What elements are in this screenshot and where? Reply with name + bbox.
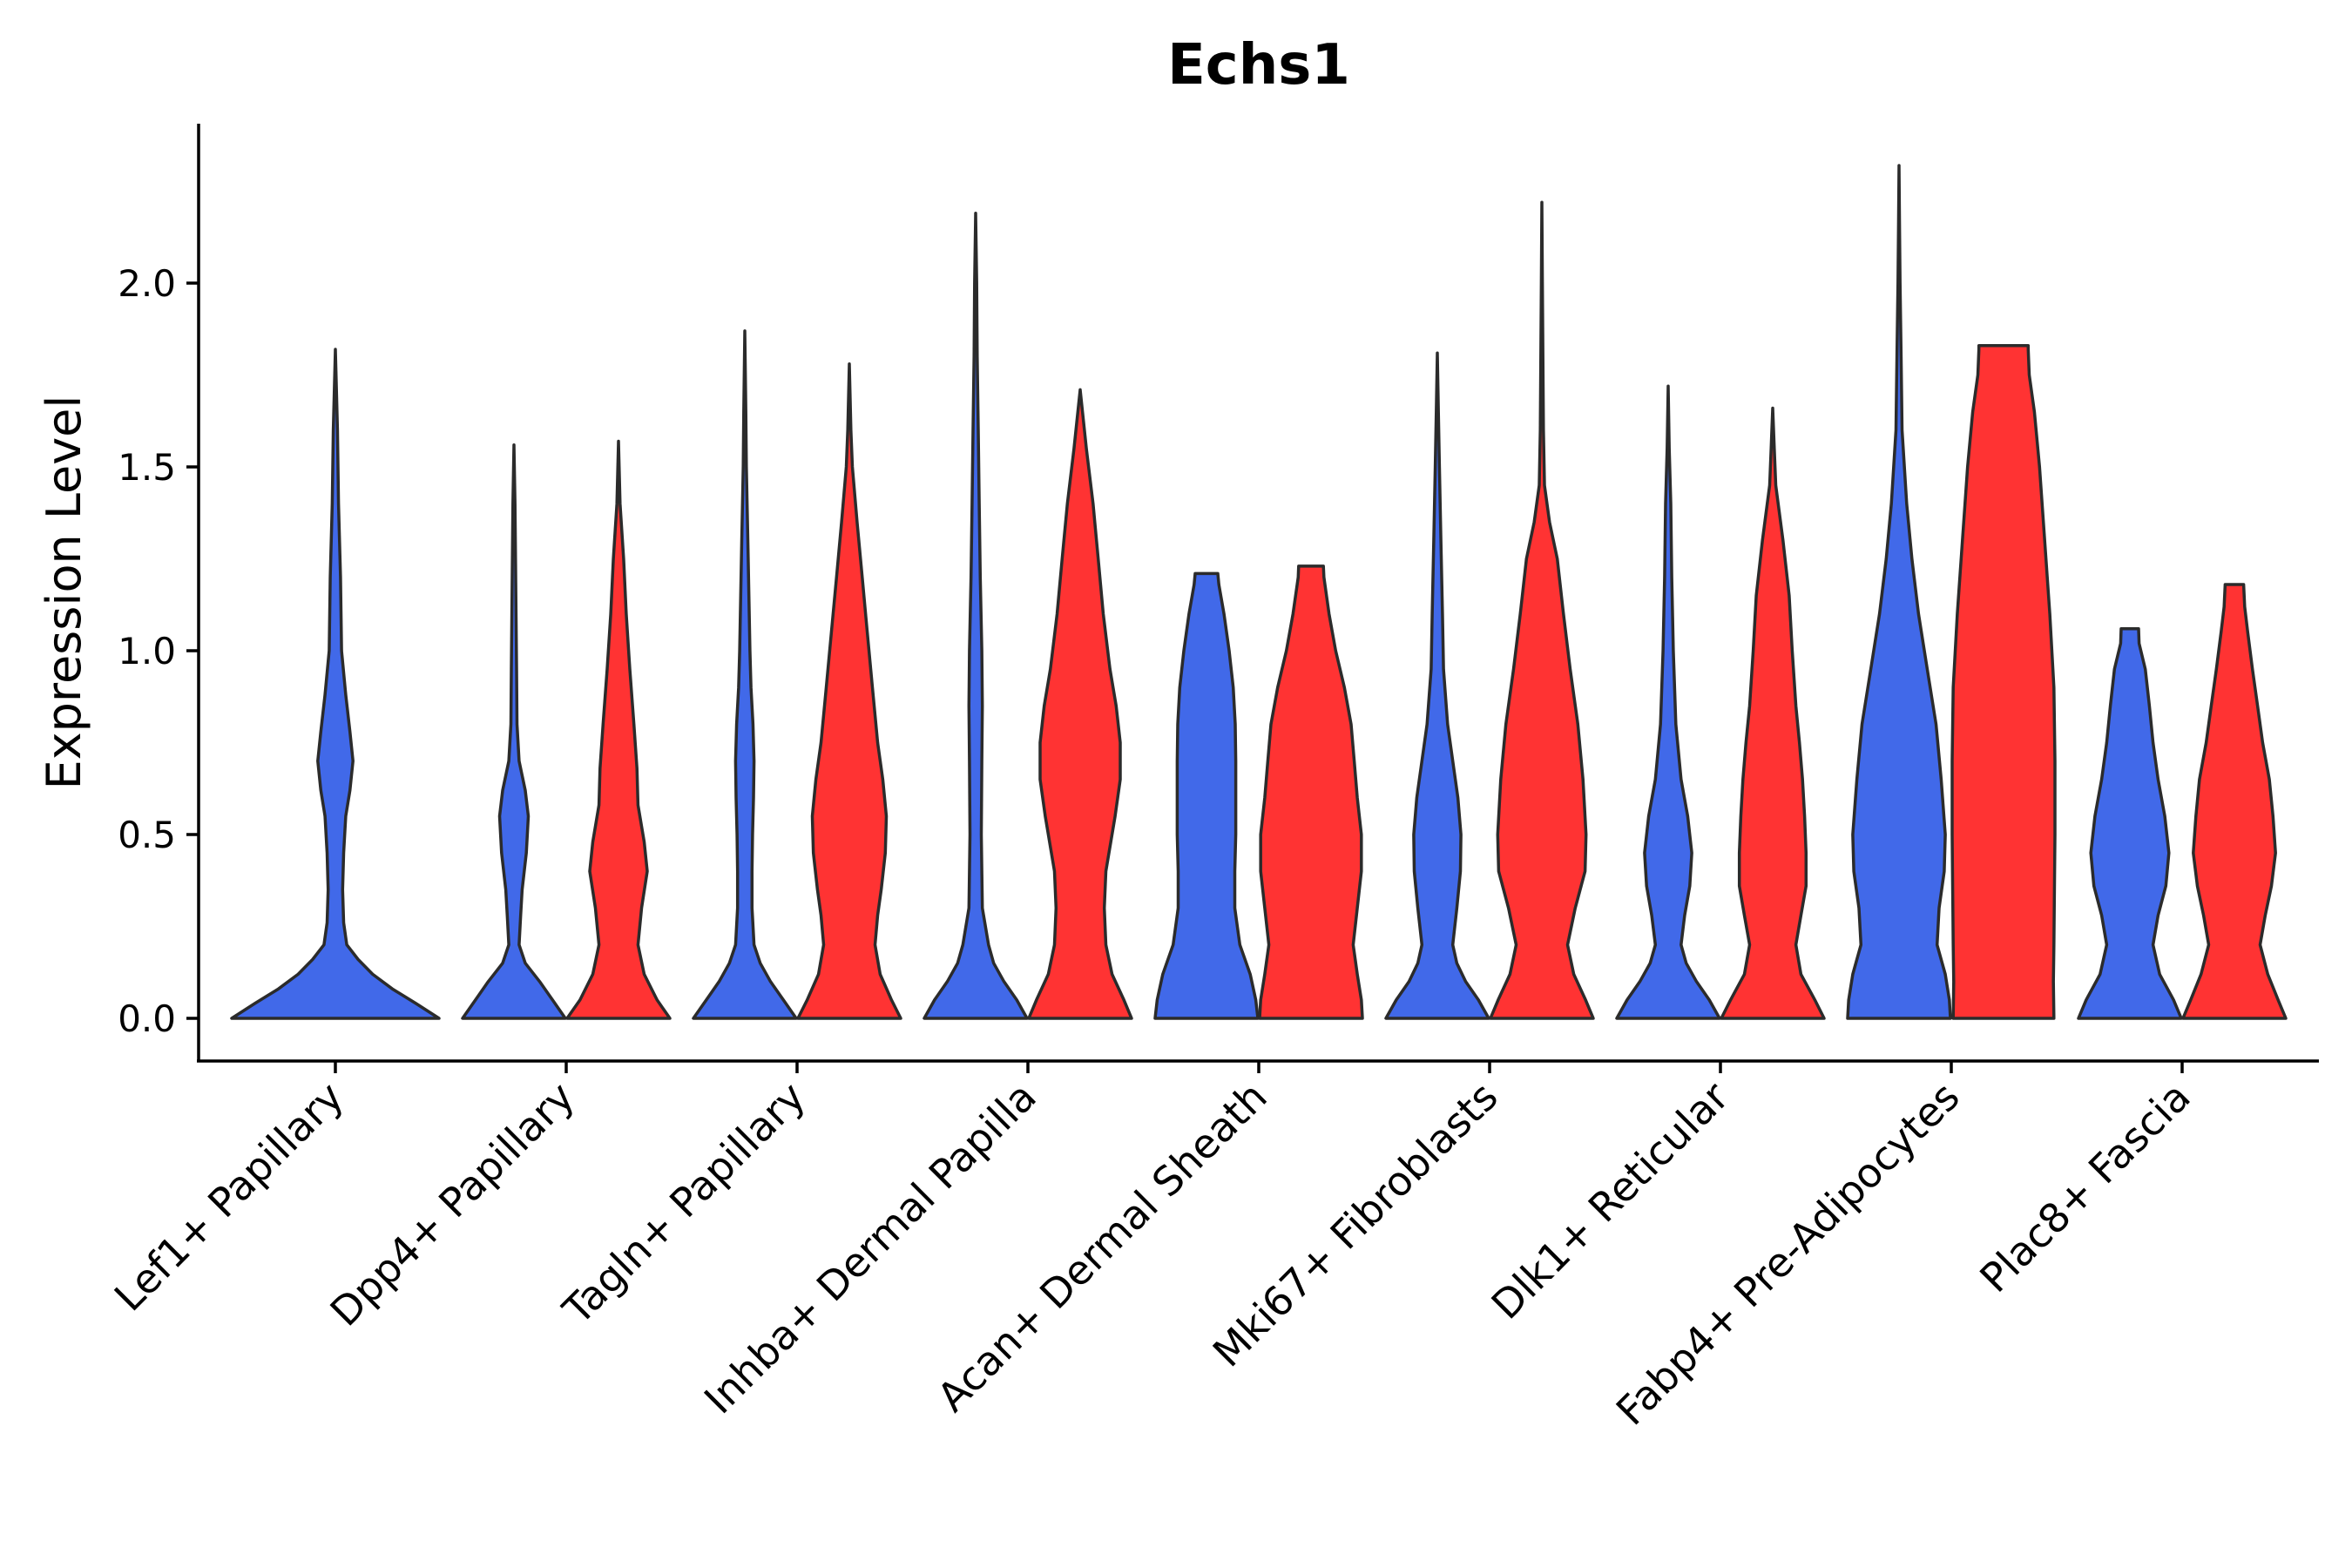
violin-red: [1720, 406, 1826, 1020]
x-tick-label: Tagln+ Papillary: [553, 1073, 814, 1335]
x-tick-label: Dlk1+ Reticular: [1483, 1073, 1738, 1328]
y-tick-label: 0.5: [118, 814, 176, 856]
x-tick-label: Plac8+ Fascia: [1970, 1073, 2199, 1301]
y-tick-label: 2.0: [118, 262, 176, 305]
violin-blue: [1153, 571, 1260, 1020]
y-tick-label: 1.5: [118, 446, 176, 489]
violin-red: [565, 439, 672, 1020]
x-tick-label: Lef1+ Papillary: [105, 1073, 353, 1321]
y-tick-label: 0.0: [118, 997, 176, 1040]
violin-blue: [692, 329, 798, 1020]
violin-blue: [461, 443, 567, 1020]
violin-red: [796, 362, 902, 1020]
y-tick-label: 1.0: [118, 630, 176, 672]
y-ticks: 0.0 0.5 1.0 1.5 2.0: [118, 262, 199, 1040]
violin-blue: [230, 348, 441, 1020]
violin-red: [1950, 343, 2057, 1020]
violin-red: [1489, 200, 1595, 1020]
violin-blue: [1384, 351, 1490, 1020]
violin-red: [1027, 388, 1133, 1020]
x-tick-label: Dpp4+ Papillary: [321, 1073, 584, 1335]
chart-title: Echs1: [1167, 33, 1350, 98]
violin-red: [2181, 583, 2288, 1020]
violin-blue: [923, 212, 1029, 1020]
violin-blue: [1615, 384, 1721, 1020]
violin-blue: [1846, 164, 1952, 1020]
y-axis-label: Expression Level: [37, 395, 91, 790]
violins-layer: [230, 164, 2288, 1020]
violin-red: [1258, 564, 1364, 1020]
violin-blue: [2077, 626, 2183, 1020]
